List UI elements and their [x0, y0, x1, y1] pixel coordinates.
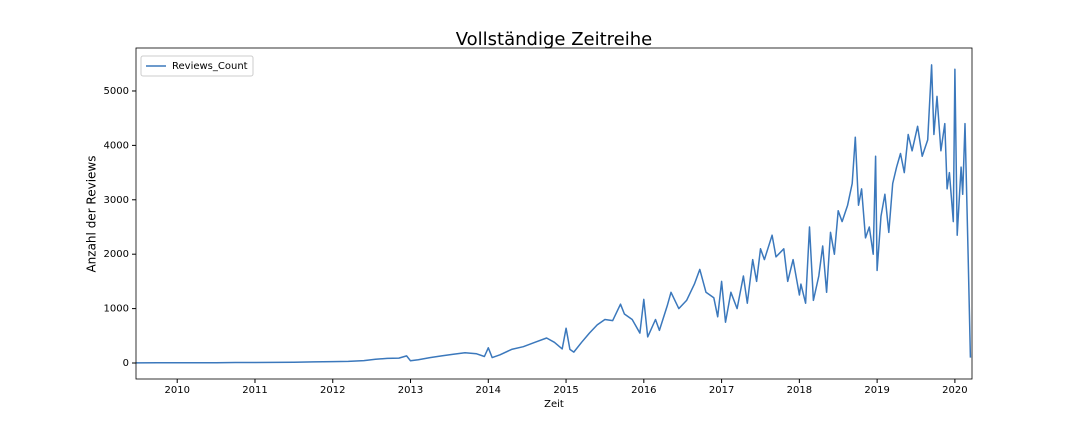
chart-title: Vollständige Zeitreihe: [456, 29, 652, 50]
x-tick-label: 2011: [242, 385, 267, 396]
y-tick-label: 1000: [104, 304, 129, 315]
x-tick-label: 2017: [709, 385, 734, 396]
y-tick-label: 0: [123, 358, 129, 369]
y-tick-label: 5000: [104, 86, 129, 97]
y-tick-label: 4000: [104, 140, 129, 151]
legend-box: [140, 55, 254, 77]
x-tick-label: 2019: [864, 385, 889, 396]
x-tick-label: 2013: [398, 385, 423, 396]
y-tick-label: 2000: [104, 249, 129, 260]
x-tick-label: 2020: [942, 385, 967, 396]
x-tick-label: 2016: [631, 385, 656, 396]
plot-frame: [135, 47, 973, 380]
y-tick-label: 3000: [104, 195, 129, 206]
x-tick-label: 2014: [476, 385, 501, 396]
x-tick-label: 2012: [320, 385, 345, 396]
x-tick-label: 2018: [787, 385, 812, 396]
y-axis-label: Anzahl der Reviews: [85, 155, 99, 272]
x-axis-label: Zeit: [544, 399, 564, 410]
x-tick-label: 2015: [553, 385, 578, 396]
legend-label: Reviews_Count: [172, 61, 248, 72]
x-tick-label: 2010: [164, 385, 189, 396]
line-series: [135, 64, 972, 364]
